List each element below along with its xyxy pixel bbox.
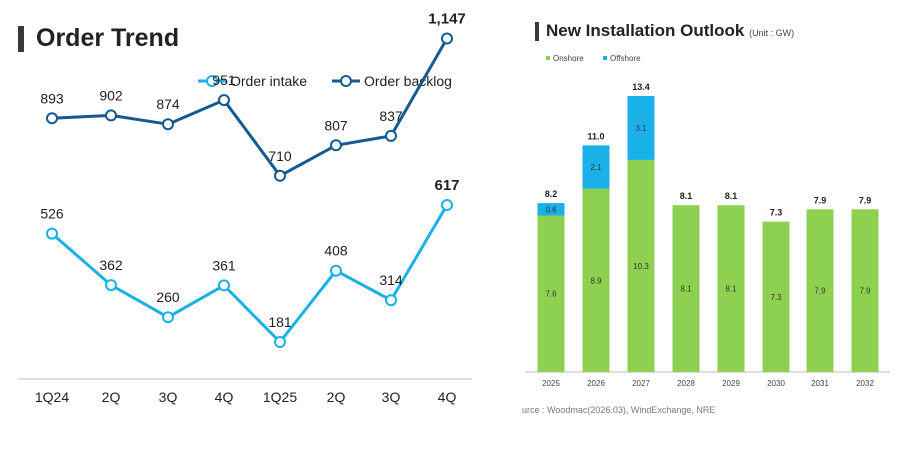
x-tick-label: 3Q [382,389,401,405]
order-intake-data-label: 362 [99,257,123,273]
legend-order-backlog-label: Order backlog [364,73,452,89]
bar-x-tick-label: 2025 [542,379,560,388]
order-backlog-point [218,94,230,107]
x-tick-label: 4Q [438,389,457,405]
legend-onshore-label: Onshore [553,54,584,63]
order-backlog-point [274,169,286,182]
bar-onshore-value-label: 8.1 [680,285,692,294]
x-tick-label: 2Q [102,389,121,405]
order-intake-data-label: 617 [434,177,459,194]
order-backlog-data-label: 874 [156,96,180,112]
bar-onshore [537,215,565,372]
order-intake-point [385,294,397,307]
bar-total-label: 7.9 [859,195,872,205]
order-intake-point [46,227,58,240]
order-backlog-point [162,118,174,131]
bar-onshore-value-label: 7.6 [545,290,557,299]
bar-onshore-value-label: 7.9 [859,287,871,296]
bar-total-label: 13.4 [632,82,650,92]
bar-offshore-value-label: 0.6 [545,205,557,214]
bar-onshore [806,209,834,372]
order-backlog-data-label: 837 [379,108,403,124]
order-intake-data-label: 314 [379,272,403,288]
bar-offshore-value-label: 3.1 [635,124,647,133]
bar-onshore-value-label: 10.3 [633,262,649,271]
order-backlog-data-label: 807 [324,117,348,133]
legend-offshore-swatch [603,56,607,60]
bar-x-tick-label: 2028 [677,379,695,388]
bar-offshore-value-label: 2.1 [590,163,602,172]
bar-x-tick-label: 2032 [856,379,874,388]
order-intake-point [274,336,286,348]
legend-onshore-swatch [546,56,550,60]
unit-label: (Unit : GW) [749,28,795,38]
left-title-accent-bar [18,26,24,52]
bar-total-label: 7.9 [814,195,827,205]
right-title-accent-bar [535,22,539,41]
order-intake-point [218,279,230,292]
order-backlog-point [441,32,453,45]
bar-onshore-value-label: 8.9 [590,276,602,285]
order-trend-title: Order Trend [36,24,180,52]
order-backlog-point [330,139,342,152]
order-backlog-data-label: 893 [40,90,64,106]
bar-total-label: 8.2 [545,189,558,199]
x-tick-label: 1Q24 [35,389,69,405]
order-intake-point [330,264,342,277]
order-backlog-point [385,129,397,142]
order-backlog-point [46,112,58,125]
bar-onshore-value-label: 8.1 [725,285,737,294]
source-note: urce : Woodmac(2026.03), WindExchange, N… [522,405,716,415]
bar-onshore-value-label: 7.9 [814,287,826,296]
order-backlog-data-label: 902 [99,87,123,103]
order-intake-point [441,199,453,211]
bar-onshore [851,209,879,372]
bar-total-label: 11.0 [587,131,604,141]
installation-outlook-title-text: New Installation Outlook [546,21,745,40]
bar-onshore-value-label: 7.3 [770,293,782,302]
order-intake-data-label: 526 [40,206,64,222]
order-backlog-data-label: 951 [212,72,236,88]
x-tick-label: 3Q [159,389,178,405]
bar-x-tick-label: 2030 [767,379,785,388]
bar-x-tick-label: 2026 [587,379,605,388]
bar-offshore [582,145,610,189]
order-backlog-point [105,109,117,122]
bar-total-label: 7.3 [770,208,783,218]
order-intake-point [162,311,174,324]
order-backlog-data-label: 1,147 [428,11,466,28]
bar-offshore [627,96,655,160]
order-intake-data-label: 361 [212,257,236,273]
order-intake-line [51,204,449,344]
bar-x-tick-label: 2031 [811,379,829,388]
bar-onshore [717,205,745,372]
bar-x-tick-label: 2029 [722,379,740,388]
bar-offshore [537,203,565,216]
order-intake-data-label: 181 [268,314,292,330]
installation-outlook-title: New Installation Outlook (Unit : GW) [546,21,794,41]
order-intake-data-label: 260 [156,289,180,305]
legend-order-intake-label: Order intake [230,73,307,89]
order-backlog-data-label: 710 [268,148,292,164]
bar-x-tick-label: 2027 [632,379,650,388]
legend-order-backlog-marker [340,75,352,87]
x-tick-label: 1Q25 [263,389,297,405]
order-backlog-line [51,37,449,178]
x-tick-label: 2Q [327,389,346,405]
order-intake-point [105,279,117,292]
bar-onshore [762,221,790,372]
bar-onshore [582,188,610,372]
bar-onshore [672,205,700,372]
order-intake-data-label: 408 [324,243,348,259]
legend-offshore-label: Offshore [610,54,641,63]
bar-total-label: 8.1 [725,191,738,201]
legend-order-intake-marker [206,75,218,87]
bar-total-label: 8.1 [680,191,693,201]
bar-onshore [627,159,655,372]
x-tick-label: 4Q [215,389,234,405]
